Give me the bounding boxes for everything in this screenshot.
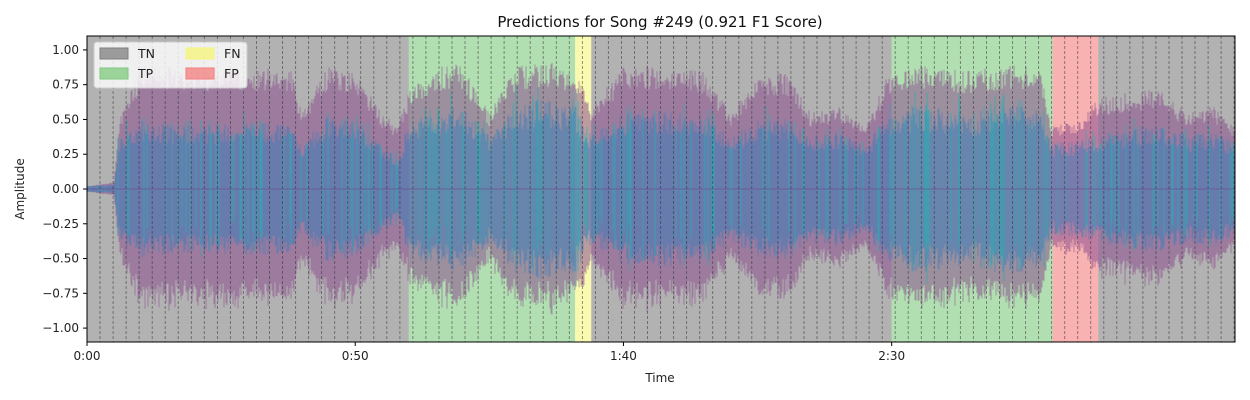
y-tick-label-2: 0.50 xyxy=(52,112,79,126)
x-axis-title: Time xyxy=(644,371,674,385)
y-tick-label-4: 0.00 xyxy=(52,182,79,196)
x-tick-label-2: 1:40 xyxy=(610,349,637,363)
legend-swatch-fn xyxy=(185,47,215,60)
y-tick-label-3: 0.25 xyxy=(52,147,79,161)
x-tick-label-1: 0:50 xyxy=(342,349,369,363)
x-tick-label-3: 2:30 xyxy=(878,349,905,363)
legend-swatch-tp xyxy=(99,67,129,80)
legend-label-tn: TN xyxy=(137,46,155,61)
legend-label-fn: FN xyxy=(224,46,241,61)
legend-label-fp: FP xyxy=(224,66,239,81)
legend-swatch-fp xyxy=(185,67,215,80)
x-tick-label-0: 0:00 xyxy=(74,349,101,363)
y-axis-title: Amplitude xyxy=(13,158,27,220)
y-tick-label-1: 0.75 xyxy=(52,78,79,92)
legend-swatch-tn xyxy=(99,47,129,60)
y-tick-label-0: 1.00 xyxy=(52,43,79,57)
legend: TN TP FN FP xyxy=(93,41,248,89)
y-tick-label-5: −0.25 xyxy=(42,217,79,231)
y-tick-label-8: −1.00 xyxy=(42,321,79,335)
beat-lines xyxy=(87,36,1235,342)
plot-area xyxy=(87,36,1235,342)
y-tick-label-7: −0.75 xyxy=(42,286,79,300)
legend-label-tp: TP xyxy=(137,66,154,81)
axes: 1.00 0.75 0.50 0.25 0.00 −0.25 −0.50 −0.75 −1.00… xyxy=(42,35,1236,363)
chart-title: Predictions for Song #249 (0.921 F1 Scor… xyxy=(497,13,822,31)
beat-line xyxy=(87,36,1235,342)
y-tick-label-6: −0.50 xyxy=(42,252,79,266)
